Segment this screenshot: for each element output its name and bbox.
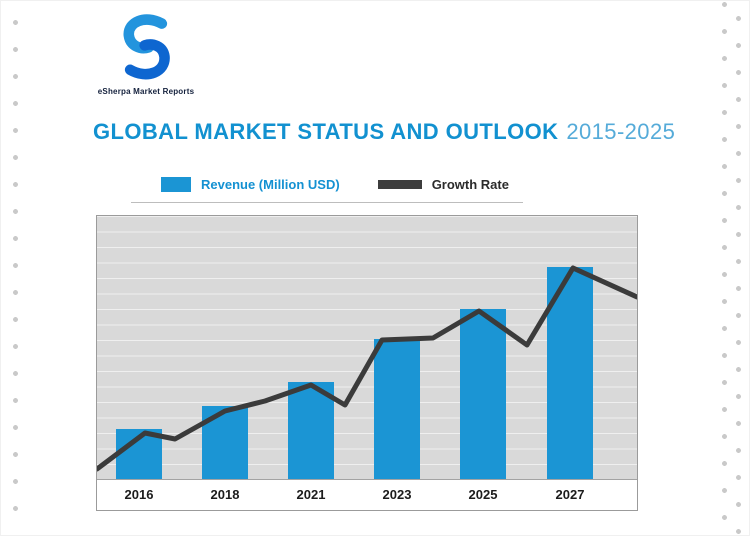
decorative-dots-right: [718, 1, 745, 535]
x-axis-label-2027: 2027: [555, 487, 585, 502]
growth-rate-polyline: [97, 265, 637, 472]
title-main: GLOBAL MARKET STATUS AND OUTLOOK: [93, 119, 559, 144]
x-axis-labels: 2016 2018 2021 2023 2025 2027: [97, 480, 637, 510]
growth-rate-swatch: [377, 180, 422, 189]
x-axis-label-2025: 2025: [468, 487, 498, 502]
legend-label-revenue: Revenue (Million USD): [201, 177, 340, 192]
revenue-bar-2025: [460, 309, 506, 479]
x-axis-label-2016: 2016: [124, 487, 154, 502]
chart-legend: Revenue (Million USD) Growth Rate: [131, 171, 523, 203]
revenue-bar-2023: [374, 339, 420, 479]
decorative-dots-left: [9, 9, 22, 531]
revenue-swatch: [161, 177, 191, 192]
title-year-range: 2015-2025: [566, 119, 676, 144]
x-axis-label-2023: 2023: [382, 487, 412, 502]
x-axis-label-2018: 2018: [210, 487, 240, 502]
x-axis-label-2021: 2021: [296, 487, 326, 502]
revenue-bar-2021: [288, 382, 334, 479]
plot-area: [97, 216, 637, 480]
brand-name: eSherpa Market Reports: [97, 87, 195, 96]
legend-item-growth-rate: Growth Rate: [377, 177, 509, 192]
growth-rate-line: [97, 265, 637, 472]
legend-label-growth-rate: Growth Rate: [431, 177, 509, 192]
legend-item-revenue: Revenue (Million USD): [161, 177, 340, 192]
page-title: GLOBAL MARKET STATUS AND OUTLOOK 2015-202…: [93, 119, 675, 145]
esherpa-logo-icon: [123, 14, 170, 80]
brand-logo: eSherpa Market Reports: [91, 11, 201, 96]
chart-frame: 2016 2018 2021 2023 2025 2027: [96, 215, 638, 511]
